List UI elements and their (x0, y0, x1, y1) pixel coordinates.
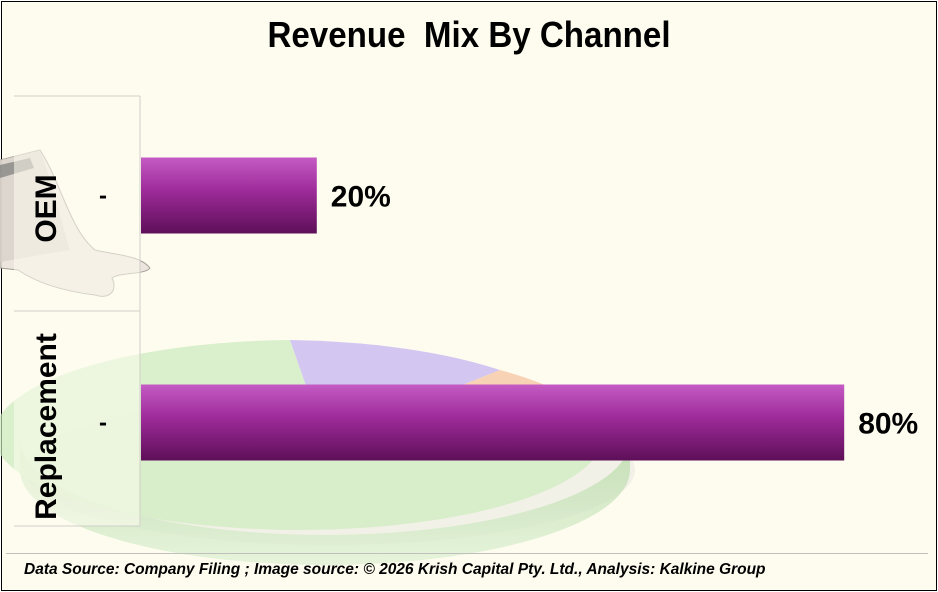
data-label-oem: 20% (331, 181, 391, 214)
chart-title: Revenue Mix By Channel (267, 14, 671, 55)
data-source-footer: Data Source: Company Filing ; Image sour… (24, 561, 766, 578)
category-label-oem: OEM (30, 174, 63, 242)
footer-divider (6, 553, 928, 554)
category-label-replacement: Replacement (30, 333, 63, 520)
tick-mark-replacement: - (99, 410, 107, 437)
bar-oem (141, 157, 317, 234)
category-axis-panel (14, 95, 141, 527)
tick-mark-oem: - (99, 183, 107, 210)
bar-replacement (141, 384, 845, 461)
data-label-replacement: 80% (858, 408, 918, 441)
